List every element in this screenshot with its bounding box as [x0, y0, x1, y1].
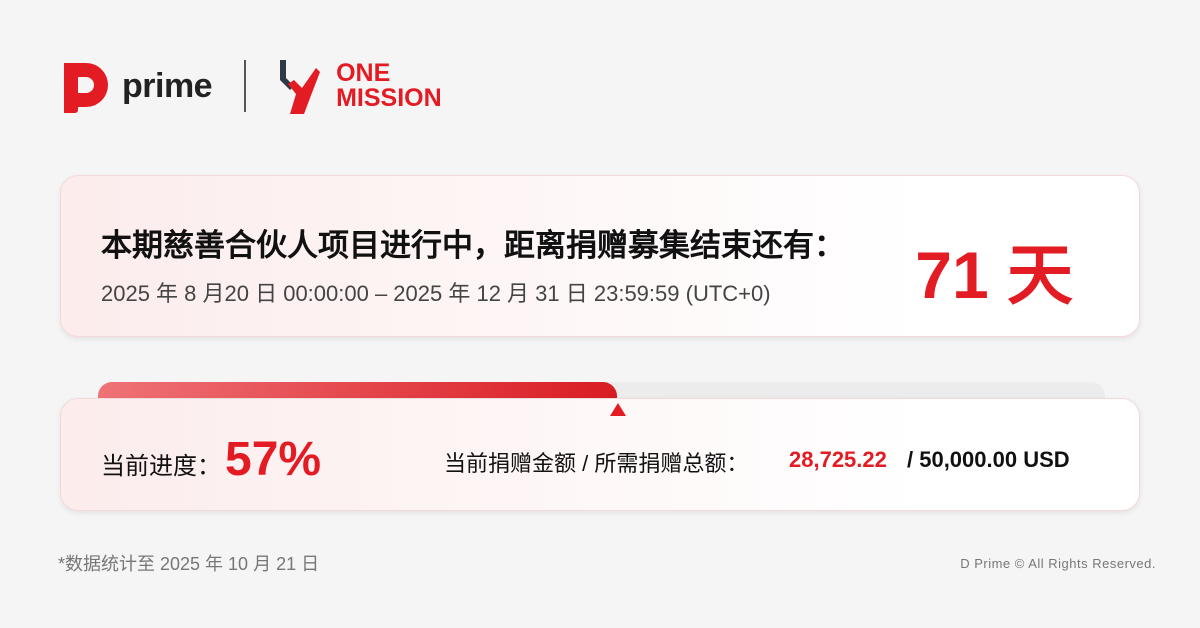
progress-value: 57% [225, 433, 322, 486]
prime-wordmark: prime [122, 66, 213, 105]
one-mission-wordmark: ONE MISSION [336, 61, 442, 111]
days-remaining: 71 天 [915, 238, 1073, 312]
countdown-title: 本期慈善合伙人项目进行中，距离捐赠募集结束还有： [101, 228, 845, 263]
logo-row: prime ONE MISSION [60, 58, 442, 114]
total-amount: / 50,000.00 USD [907, 447, 1070, 472]
amount-label: 当前捐赠金额 / 所需捐赠总额： [444, 451, 749, 476]
one-mission-hand-icon [280, 60, 321, 114]
mission-text: MISSION [336, 84, 442, 112]
dprime-logo-icon [64, 63, 108, 113]
one-text: ONE [336, 59, 391, 87]
current-amount: 28,725.22 [789, 447, 887, 472]
progress-marker-icon [610, 403, 626, 416]
progress-label: 当前进度： [101, 453, 221, 480]
logo-divider [244, 60, 247, 112]
copyright: D Prime © All Rights Reserved. [960, 556, 1156, 571]
campaign-dates: 2025 年 8 月20 日 00:00:00 – 2025 年 12 月 31… [101, 281, 771, 306]
progress-card: 当前进度： 57% 当前捐赠金额 / 所需捐赠总额： 28,725.22 / 5… [60, 398, 1140, 511]
data-note: *数据统计至 2025 年 10 月 21 日 [58, 554, 320, 574]
countdown-card: 本期慈善合伙人项目进行中，距离捐赠募集结束还有： 2025 年 8 月20 日 … [60, 175, 1140, 337]
